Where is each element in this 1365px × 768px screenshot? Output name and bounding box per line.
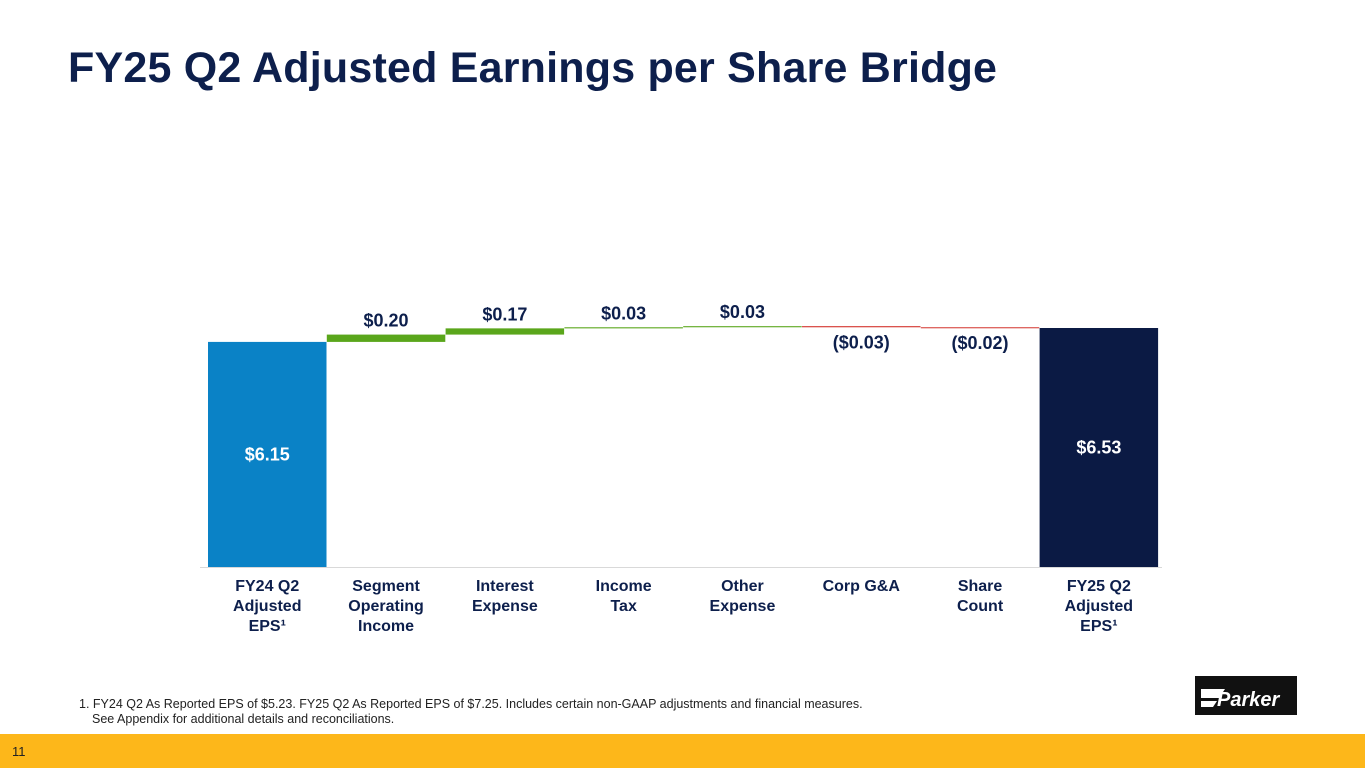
category-label-1-line-2: Adjusted — [233, 598, 301, 615]
category-label-1-line-3: EPS¹ — [249, 618, 286, 635]
category-label-3-line-1: Interest — [476, 578, 534, 595]
bar-2 — [326, 334, 446, 342]
bar-3 — [445, 328, 565, 335]
category-label-8-line-3: EPS¹ — [1080, 618, 1117, 635]
data-label-8: $6.53 — [1076, 438, 1121, 458]
category-label-8-line-2: Adjusted — [1065, 598, 1133, 615]
category-label-4: Income Tax — [596, 578, 652, 615]
category-label-8: FY25 Q2 Adjusted EPS¹ — [1065, 578, 1133, 635]
footnote-line-2: See Appendix for additional details and … — [92, 712, 395, 726]
bar-7 — [920, 327, 1040, 329]
data-label-2: $0.20 — [364, 311, 409, 331]
footnote-line-1: 1. FY24 Q2 As Reported EPS of $5.23. FY2… — [79, 697, 863, 711]
category-label-7-line-1: Share — [958, 578, 1003, 595]
category-label-1-line-1: FY24 Q2 — [235, 578, 299, 595]
bar-1 — [208, 341, 327, 567]
footer-bar: 11 — [0, 734, 1365, 768]
category-label-7-line-2: Count — [957, 598, 1004, 615]
category-label-6: Corp G&A — [823, 578, 901, 595]
data-label-4: $0.03 — [601, 303, 646, 323]
data-label-1: $6.15 — [245, 444, 290, 464]
bar-6 — [802, 326, 921, 328]
category-label-1: FY24 Q2 Adjusted EPS¹ — [233, 578, 301, 635]
category-label-8-line-1: FY25 Q2 — [1067, 578, 1131, 595]
category-label-7: Share Count — [957, 578, 1004, 615]
category-label-5-line-2: Expense — [710, 598, 776, 615]
bar-4 — [564, 327, 683, 329]
category-label-5: Other Expense — [710, 578, 776, 615]
data-label-5: $0.03 — [720, 302, 765, 322]
logo-text: Parker — [1217, 689, 1280, 711]
parker-logo: Parker — [1195, 676, 1297, 715]
bar-8 — [1039, 328, 1159, 567]
bar-5 — [683, 326, 802, 328]
category-label-2-line-3: Income — [358, 618, 414, 635]
category-label-6-line-1: Corp G&A — [823, 578, 901, 595]
category-label-2-line-1: Segment — [352, 578, 420, 595]
category-label-2: Segment Operating Income — [348, 578, 424, 635]
category-label-2-line-2: Operating — [348, 598, 424, 615]
data-label-6: ($0.03) — [833, 332, 890, 352]
category-label-4-line-1: Income — [596, 578, 652, 595]
footnote: 1. FY24 Q2 As Reported EPS of $5.23. FY2… — [79, 697, 863, 727]
data-label-3: $0.17 — [482, 304, 527, 324]
category-label-3-line-2: Expense — [472, 598, 538, 615]
category-label-3: Interest Expense — [472, 578, 538, 615]
category-label-4-line-2: Tax — [610, 598, 636, 615]
category-label-5-line-1: Other — [721, 578, 764, 595]
page-title: FY25 Q2 Adjusted Earnings per Share Brid… — [68, 44, 998, 92]
page-number: 11 — [12, 744, 26, 759]
data-label-7: ($0.02) — [952, 333, 1009, 353]
